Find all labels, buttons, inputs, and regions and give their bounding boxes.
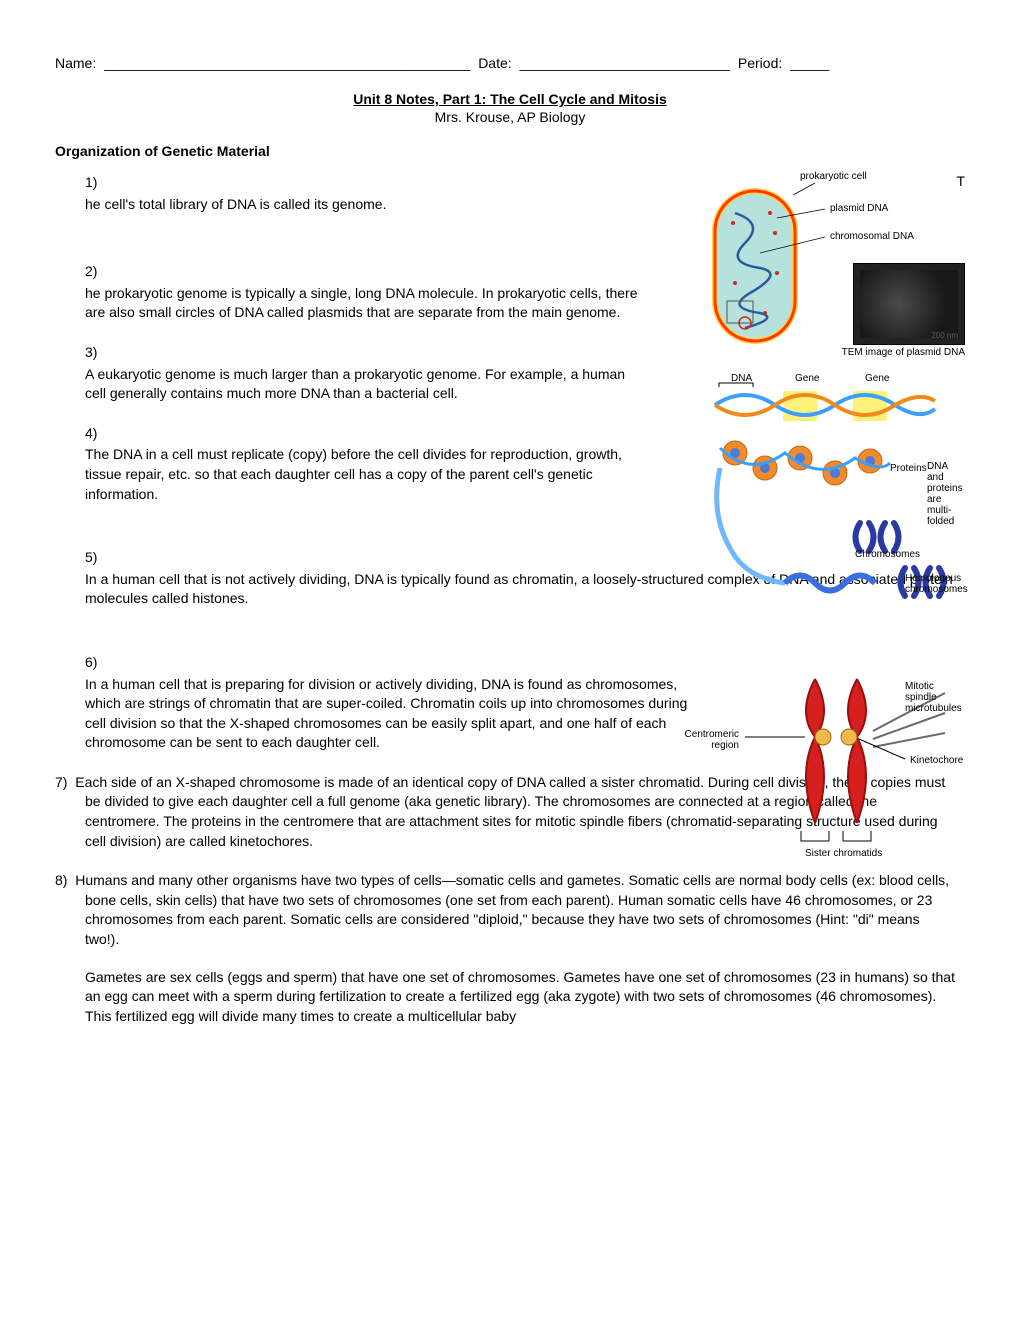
item-4-num: 4) bbox=[85, 424, 645, 444]
item-4-text: The DNA in a cell must replicate (copy) … bbox=[85, 445, 645, 504]
item-1-num: 1) bbox=[85, 173, 645, 193]
content-area: T T prokaryotic cell plasmid DNA chromos… bbox=[55, 173, 965, 1026]
item-1: 1) he cell's total library of DNA is cal… bbox=[85, 173, 645, 214]
figure-prokaryotic-cell: prokaryotic cell plasmid DNA chromosomal… bbox=[705, 173, 965, 363]
item-3: 3) A eukaryotic genome is much larger th… bbox=[85, 343, 645, 404]
fig1-label-plasmid: plasmid DNA bbox=[830, 203, 888, 214]
fig2-label-gene1: Gene bbox=[795, 373, 819, 384]
prokaryote-icon bbox=[705, 183, 825, 353]
fig3-label-sisters: Sister chromatids bbox=[805, 848, 882, 859]
period-blank: _____ bbox=[790, 55, 829, 71]
date-blank: ___________________________ bbox=[520, 55, 730, 71]
item-8-num: 8) bbox=[55, 872, 67, 888]
item-6-text: In a human cell that is preparing for di… bbox=[85, 675, 695, 753]
item-8a-text: Humans and many other organisms have two… bbox=[75, 872, 949, 947]
item-3-text: A eukaryotic genome is much larger than … bbox=[85, 365, 645, 404]
fig3-label-spindle: Mitotic spindle microtubules bbox=[905, 681, 965, 714]
worksheet-header: Name: __________________________________… bbox=[55, 55, 965, 71]
item-4: 4) The DNA in a cell must replicate (cop… bbox=[85, 424, 645, 504]
fig2-label-chrom: Chromosomes bbox=[855, 549, 920, 560]
item-2: 2) he prokaryotic genome is typically a … bbox=[85, 262, 645, 323]
fig3-label-centromeric: Centromeric region bbox=[675, 729, 739, 751]
fig2-label-multi: DNA and proteins are multi-folded bbox=[927, 461, 967, 527]
fig1-label-chromosomal: chromosomal DNA bbox=[830, 231, 914, 242]
figure-dna-chromatin: DNA Gene Gene Proteins DNA and proteins … bbox=[705, 373, 965, 613]
tem-scale: 200 nm bbox=[931, 331, 958, 340]
fig2-label-homol: Homologous chromosomes bbox=[905, 573, 965, 595]
tem-image: 200 nm bbox=[853, 263, 965, 345]
name-label: Name: bbox=[55, 55, 96, 71]
item-8b-text: Gametes are sex cells (eggs and sperm) t… bbox=[55, 968, 955, 1027]
item-3-num: 3) bbox=[85, 343, 645, 363]
item-2-num: 2) bbox=[85, 262, 645, 282]
page: Name: __________________________________… bbox=[0, 0, 1020, 1086]
document-subtitle: Mrs. Krouse, AP Biology bbox=[55, 109, 965, 125]
item-2-text: he prokaryotic genome is typically a sin… bbox=[85, 284, 645, 323]
section-heading: Organization of Genetic Material bbox=[55, 143, 965, 159]
item-7-num: 7) bbox=[55, 774, 67, 790]
fig2-label-proteins: Proteins bbox=[890, 463, 927, 474]
fig2-label-dna: DNA bbox=[731, 373, 752, 384]
name-blank: ________________________________________… bbox=[104, 55, 470, 71]
fig3-label-kineto: Kinetochore bbox=[910, 755, 963, 766]
date-label: Date: bbox=[478, 55, 511, 71]
figure-chromosome-kinetochore: Centromeric region Mitotic spindle micro… bbox=[745, 673, 965, 873]
item-6: 6) In a human cell that is preparing for… bbox=[85, 653, 695, 753]
title-block: Unit 8 Notes, Part 1: The Cell Cycle and… bbox=[55, 91, 965, 125]
item-6-num: 6) bbox=[85, 653, 695, 673]
item-8: 8) Humans and many other organisms have … bbox=[55, 871, 955, 1026]
fig1-label-tem: TEM image of plasmid DNA bbox=[842, 347, 965, 358]
document-title: Unit 8 Notes, Part 1: The Cell Cycle and… bbox=[55, 91, 965, 107]
fig1-label-prokaryotic: prokaryotic cell bbox=[800, 171, 867, 182]
fig2-label-gene2: Gene bbox=[865, 373, 889, 384]
item-1-text: he cell's total library of DNA is called… bbox=[85, 195, 645, 215]
period-label: Period: bbox=[738, 55, 782, 71]
